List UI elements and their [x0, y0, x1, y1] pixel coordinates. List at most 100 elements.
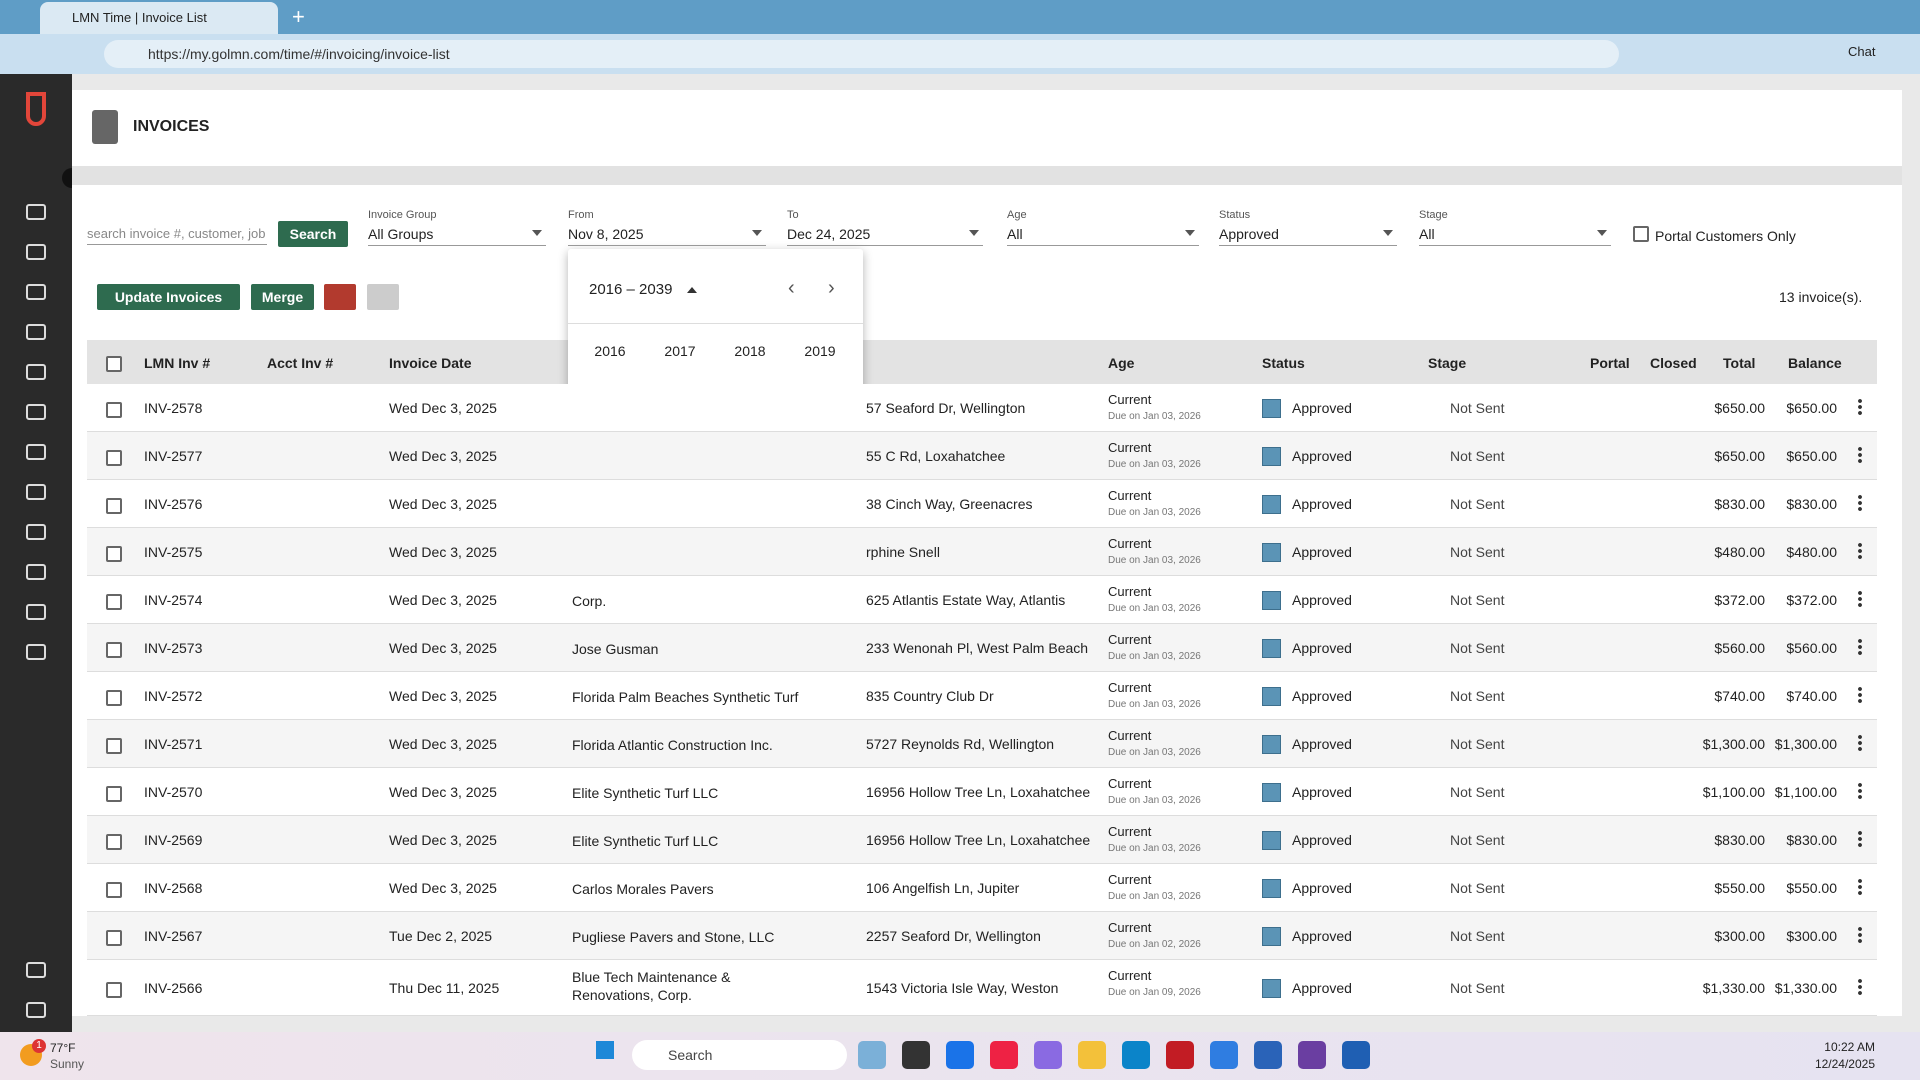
sidebar-icon[interactable] — [26, 524, 46, 540]
taskbar-app[interactable] — [1034, 1041, 1062, 1069]
row-checkbox[interactable] — [106, 982, 122, 998]
year-option[interactable]: 2016 — [594, 343, 626, 359]
invoice-number[interactable]: INV-2578 — [144, 400, 203, 416]
taskbar-app[interactable] — [1342, 1041, 1370, 1069]
row-checkbox[interactable] — [106, 402, 122, 418]
invoice-number[interactable]: INV-2566 — [144, 980, 203, 996]
column-header[interactable]: Closed — [1650, 355, 1697, 371]
row-menu[interactable] — [1858, 446, 1862, 464]
row-checkbox[interactable] — [106, 642, 122, 658]
sidebar-icon[interactable] — [26, 604, 46, 620]
column-header[interactable]: Status — [1262, 355, 1305, 371]
prev-button[interactable]: ‹ — [788, 277, 795, 299]
row-menu[interactable] — [1858, 878, 1862, 896]
row-menu[interactable] — [1858, 494, 1862, 512]
invoice-number[interactable]: INV-2571 — [144, 736, 203, 752]
chat-button[interactable]: Chat — [1848, 44, 1876, 59]
row-menu[interactable] — [1858, 734, 1862, 752]
row-menu[interactable] — [1858, 638, 1862, 656]
sidebar-icon[interactable] — [26, 564, 46, 580]
invoice-number[interactable]: INV-2576 — [144, 496, 203, 512]
new-tab[interactable]: + — [292, 4, 305, 29]
row-checkbox[interactable] — [106, 450, 122, 466]
filter-value[interactable]: All Groups — [368, 226, 434, 242]
taskbar-search[interactable]: Search — [632, 1040, 847, 1070]
row-checkbox[interactable] — [106, 546, 122, 562]
row-menu[interactable] — [1858, 830, 1862, 848]
search-input[interactable]: search invoice #, customer, job — [87, 226, 266, 241]
taskbar-app[interactable] — [1166, 1041, 1194, 1069]
start-button[interactable] — [596, 1041, 614, 1059]
taskbar-app[interactable] — [1298, 1041, 1326, 1069]
filter-value[interactable]: Approved — [1219, 226, 1279, 242]
print-button[interactable] — [367, 284, 399, 310]
column-header[interactable]: LMN Inv # — [144, 355, 211, 371]
year-option[interactable]: 2019 — [804, 343, 836, 359]
invoice-number[interactable]: INV-2577 — [144, 448, 203, 464]
select-all[interactable] — [106, 356, 122, 372]
taskbar-app[interactable] — [990, 1041, 1018, 1069]
taskbar-app[interactable] — [946, 1041, 974, 1069]
sidebar-icon[interactable] — [26, 364, 46, 380]
year-option[interactable]: 2018 — [734, 343, 766, 359]
row-menu[interactable] — [1858, 978, 1862, 996]
invoice-number[interactable]: INV-2569 — [144, 832, 203, 848]
sidebar-icon[interactable] — [26, 244, 46, 260]
column-header[interactable]: Portal — [1590, 355, 1630, 371]
column-header[interactable]: Invoice Date — [389, 355, 472, 371]
taskbar-app[interactable] — [1122, 1041, 1150, 1069]
row-checkbox[interactable] — [106, 738, 122, 754]
row-checkbox[interactable] — [106, 786, 122, 802]
row-menu[interactable] — [1858, 926, 1862, 944]
portal-checkbox[interactable] — [1633, 226, 1649, 242]
invoice-number[interactable]: INV-2573 — [144, 640, 203, 656]
year-option[interactable]: 2017 — [664, 343, 696, 359]
sidebar-icon[interactable] — [26, 484, 46, 500]
invoice-number[interactable]: INV-2572 — [144, 688, 203, 704]
invoice-number[interactable]: INV-2575 — [144, 544, 203, 560]
column-header[interactable]: Acct Inv # — [267, 355, 334, 371]
sidebar-icon[interactable] — [26, 962, 46, 978]
row-checkbox[interactable] — [106, 930, 122, 946]
url-field[interactable]: https://my.golmn.com/time/#/invoicing/in… — [104, 40, 1619, 68]
sidebar-icon[interactable] — [26, 324, 46, 340]
taskbar-app[interactable] — [1254, 1041, 1282, 1069]
taskbar-app[interactable] — [1078, 1041, 1106, 1069]
row-menu[interactable] — [1858, 542, 1862, 560]
row-menu[interactable] — [1858, 782, 1862, 800]
filter-value[interactable]: All — [1419, 226, 1435, 242]
sidebar-icon[interactable] — [26, 204, 46, 220]
taskbar-app[interactable] — [902, 1041, 930, 1069]
taskbar-app[interactable] — [858, 1041, 886, 1069]
invoice-number[interactable]: INV-2570 — [144, 784, 203, 800]
delete-button[interactable] — [324, 284, 356, 310]
row-checkbox[interactable] — [106, 882, 122, 898]
row-menu[interactable] — [1858, 686, 1862, 704]
invoice-number[interactable]: INV-2574 — [144, 592, 203, 608]
logo[interactable] — [26, 92, 46, 126]
sidebar-icon[interactable] — [26, 404, 46, 420]
column-header[interactable]: Balance — [1788, 355, 1842, 371]
taskbar-app[interactable] — [1210, 1041, 1238, 1069]
update-invoices-button[interactable]: Update Invoices — [97, 284, 240, 310]
column-header[interactable]: Stage — [1428, 355, 1467, 371]
filter-value[interactable]: Dec 24, 2025 — [787, 226, 871, 242]
filter-value[interactable]: All — [1007, 226, 1023, 242]
row-checkbox[interactable] — [106, 834, 122, 850]
invoice-number[interactable]: INV-2568 — [144, 880, 203, 896]
next-button[interactable]: › — [828, 277, 835, 299]
row-checkbox[interactable] — [106, 690, 122, 706]
year-range[interactable]: 2016 – 2039 — [589, 281, 673, 298]
row-checkbox[interactable] — [106, 498, 122, 514]
sidebar-icon[interactable] — [26, 284, 46, 300]
sidebar-icon[interactable] — [26, 644, 46, 660]
browser-tab[interactable]: LMN Time | Invoice List — [40, 2, 278, 34]
column-header[interactable]: Age — [1108, 355, 1135, 371]
row-checkbox[interactable] — [106, 594, 122, 610]
search-button[interactable]: Search — [278, 221, 348, 247]
merge-button[interactable]: Merge — [251, 284, 314, 310]
sidebar-icon[interactable] — [26, 1002, 46, 1018]
row-menu[interactable] — [1858, 398, 1862, 416]
column-header[interactable]: Total — [1723, 355, 1756, 371]
row-menu[interactable] — [1858, 590, 1862, 608]
